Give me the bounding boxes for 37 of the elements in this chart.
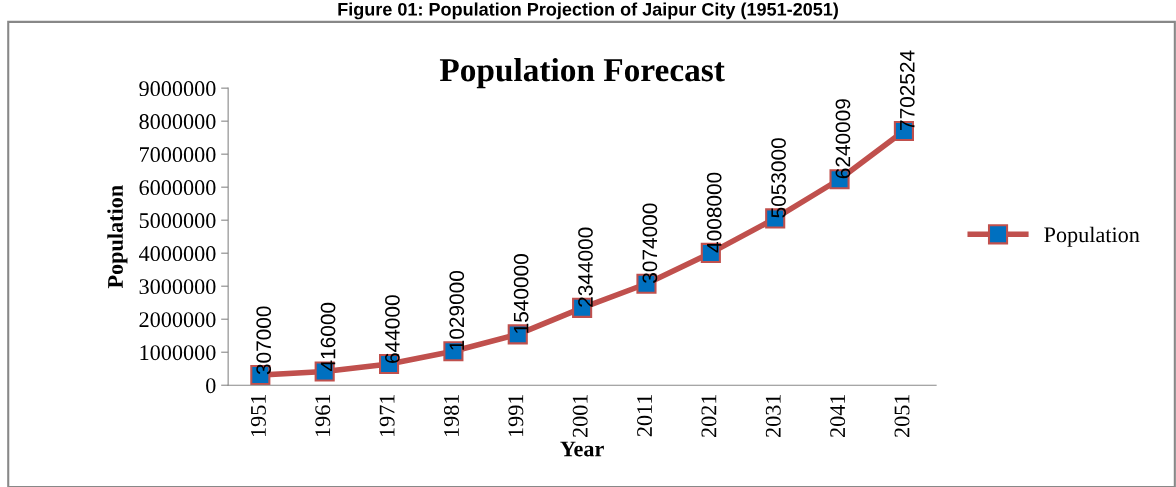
x-tick-label: 1981	[443, 394, 459, 437]
x-tick-label: 2031	[765, 394, 781, 438]
x-tick-label: 1951	[250, 394, 266, 437]
legend-label: Population	[1044, 226, 1140, 247]
x-tick-label: 2001	[572, 394, 588, 438]
x-tick-label: 1971	[379, 394, 395, 437]
x-axis-title: Year	[560, 441, 604, 457]
data-label: 6240009	[835, 99, 851, 179]
x-tick-label: 1991	[508, 394, 524, 437]
caption: Figure 01: Population Projection of Jaipur City (1951-2051)	[338, 2, 838, 20]
y-tick-label: 1000000	[140, 345, 216, 361]
y-axis-title: Population	[107, 185, 128, 289]
x-tick-label: 2041	[830, 394, 846, 438]
y-tick-label: 2000000	[139, 312, 216, 328]
data-label: 644000	[385, 295, 400, 363]
y-tick-label: 8000000	[139, 114, 216, 130]
y-tick-label: 6000000	[139, 180, 216, 196]
data-label: 1540000	[513, 254, 529, 333]
x-tick-label: 1961	[315, 394, 331, 437]
x-tick-label: 2021	[701, 394, 717, 438]
y-tick-label: 7000000	[140, 147, 216, 163]
data-label: 1029000	[449, 270, 465, 350]
data-label: 7702524	[899, 50, 915, 130]
y-tick-label: 0	[206, 378, 216, 394]
data-label: 4008000	[706, 172, 722, 253]
x-tick-label: 2011	[637, 394, 653, 437]
data-label: 416000	[320, 302, 336, 372]
chart-title: Population Forecast	[439, 57, 725, 89]
data-label: 2344000	[578, 227, 593, 307]
data-label: 307000	[256, 306, 272, 375]
y-tick-label: 5000000	[139, 213, 216, 229]
y-tick-label: 3000000	[139, 279, 216, 295]
y-tick-label: 9000000	[139, 81, 216, 97]
x-tick-label: 2051	[894, 394, 910, 438]
data-label: 5053000	[771, 138, 786, 218]
y-tick-label: 4000000	[138, 246, 216, 262]
data-label: 3074000	[642, 203, 658, 283]
